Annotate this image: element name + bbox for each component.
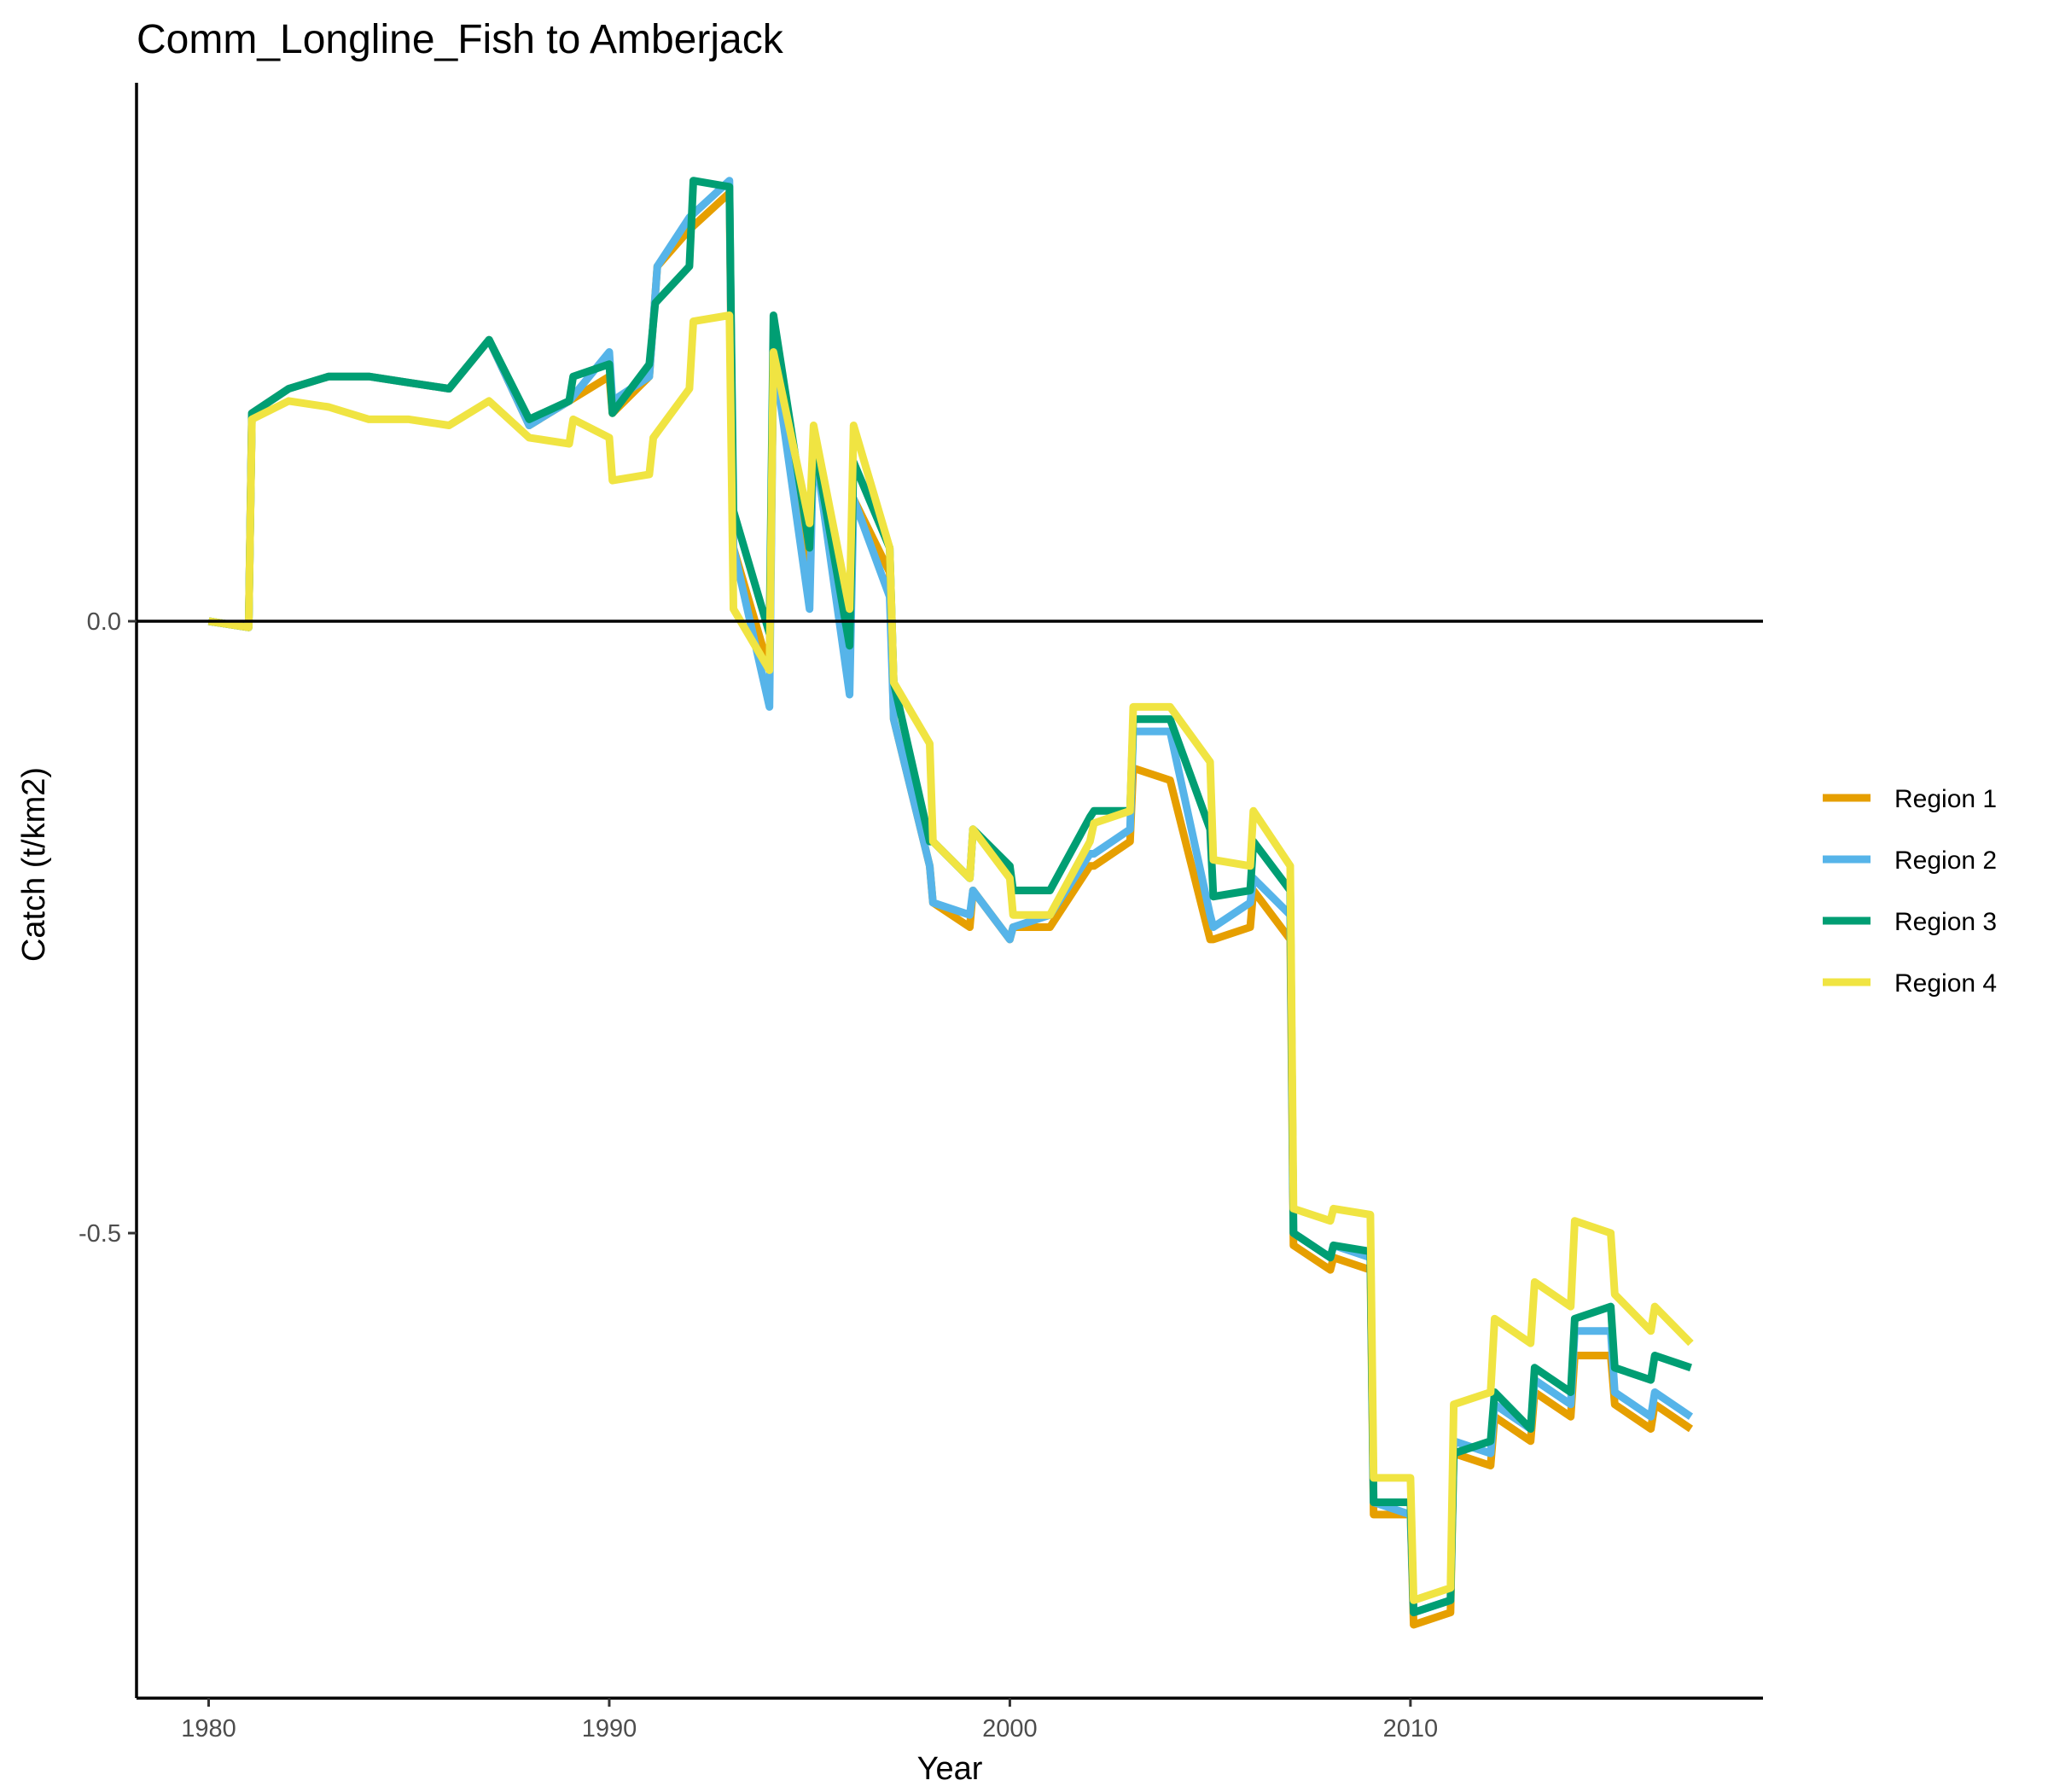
y-tick-label: -0.5 [79,1220,121,1248]
y-tick-label: 0.0 [87,608,121,636]
x-axis-ticks: 1980 1990 2000 2010 [181,1698,1438,1743]
legend-label-region-3: Region 3 [1894,908,1997,936]
y-axis-ticks: 0.0 -0.5 [79,608,137,1248]
series-line-region-2 [207,177,1694,1617]
series-line-region-3 [207,177,1692,1617]
x-tick-label: 1990 [582,1715,637,1743]
x-axis-title: Year [917,1751,983,1787]
x-tick-label: 2010 [1383,1715,1439,1743]
chart-title: Comm_Longline_Fish to Amberjack [137,17,784,62]
x-tick-label: 1980 [181,1715,236,1743]
series-line-region-4 [207,311,1694,1604]
legend: Region 1 Region 2 Region 3 Region 4 [1823,785,1997,998]
legend-label-region-2: Region 2 [1894,847,1997,875]
legend-label-region-1: Region 1 [1894,785,1997,813]
legend-label-region-4: Region 4 [1894,969,1997,998]
x-tick-label: 2000 [982,1715,1038,1743]
series-layer [207,177,1694,1629]
y-axis-title: Catch (t/km2) [16,767,52,962]
